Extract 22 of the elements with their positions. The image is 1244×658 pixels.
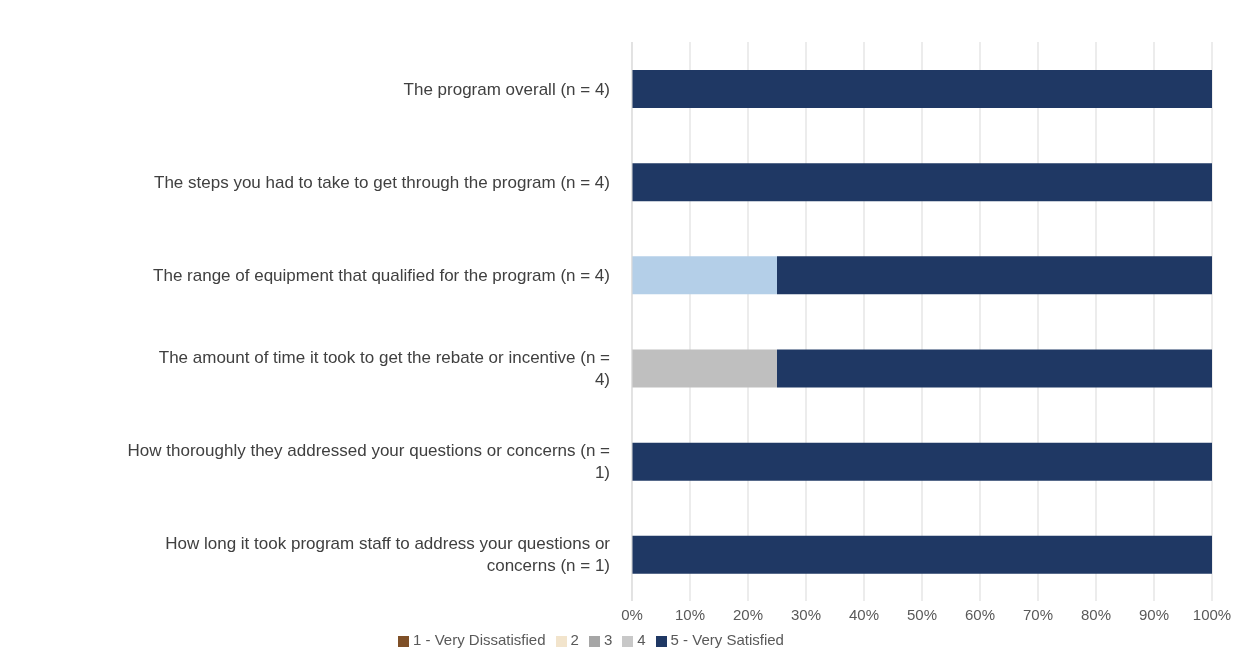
x-tick-label: 100%: [1192, 605, 1232, 623]
x-tick-label: 70%: [1022, 605, 1054, 623]
x-tick-label: 10%: [674, 605, 706, 623]
y-tick-label: The amount of time it took to get the rebate or incentive (n = 4): [158, 347, 611, 389]
x-tick-label: 50%: [906, 605, 938, 623]
legend-label: 2: [570, 631, 579, 648]
y-tick-label: The steps you had to take to get through the program (n = 4): [154, 172, 610, 192]
y-tick-label: The range of equipment that qualified for the program (n = 4): [153, 265, 610, 285]
legend-label: 4: [637, 631, 646, 648]
legend-label: 5 - Very Satisfied: [670, 631, 784, 648]
y-tick-label: The program overall (n = 4): [403, 79, 610, 99]
legend-label: 3: [603, 631, 613, 648]
x-tick-label: 90%: [1138, 605, 1170, 623]
y-tick-label: How thoroughly they addressed your questions or concerns (n = 1): [127, 440, 611, 482]
x-tick-label: 20%: [732, 605, 764, 623]
x-tick-label: 40%: [848, 605, 880, 623]
y-tick-label: How long it took program staff to address your questions or concerns (n = 1): [165, 533, 611, 575]
x-tick-label: 0%: [621, 605, 643, 623]
x-tick-label: 30%: [790, 605, 822, 623]
x-tick-label: 80%: [1080, 605, 1112, 623]
legend-label: 1 - Very Dissatisfied: [413, 631, 546, 648]
x-tick-label: 60%: [964, 605, 996, 623]
